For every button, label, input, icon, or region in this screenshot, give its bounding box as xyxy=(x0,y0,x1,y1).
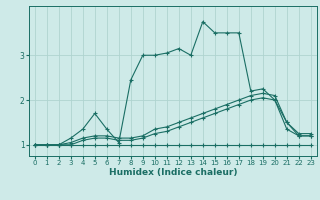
X-axis label: Humidex (Indice chaleur): Humidex (Indice chaleur) xyxy=(108,168,237,177)
